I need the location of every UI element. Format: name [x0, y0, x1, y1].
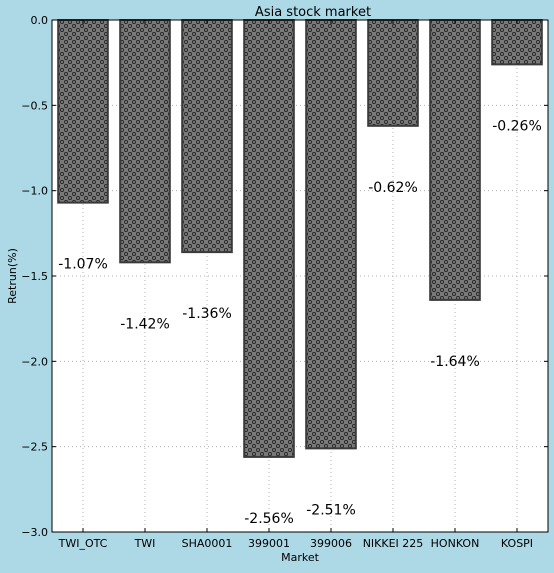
y-tick-label: −3.0 [21, 526, 48, 539]
x-tick-label: 399006 [310, 537, 352, 550]
bar-sha0001 [181, 19, 233, 254]
y-tick-label: −0.5 [21, 99, 48, 112]
data-label: -1.64% [430, 354, 480, 370]
bar-399006 [305, 19, 357, 450]
data-label: -0.62% [368, 180, 418, 196]
x-tick-label: TWI_OTC [58, 537, 108, 550]
data-label: -1.07% [58, 257, 108, 273]
x-axis-label: Market [281, 551, 319, 564]
grid-lines [52, 20, 548, 532]
x-tick-label: HONKON [431, 537, 480, 550]
y-axis-label: Retrun(%) [6, 248, 19, 304]
bars [57, 19, 543, 458]
data-label: -0.26% [492, 118, 542, 134]
bar-honkon [429, 19, 481, 301]
y-axis: 0.0 −0.5 −1.0 −1.5 −2.0 −2.5 −3.0 [21, 14, 548, 539]
chart-title: Asia stock market [255, 5, 371, 20]
y-tick-label: −2.0 [21, 355, 48, 368]
data-labels: -1.07% -1.42% -1.36% -2.56% -2.51% -0.62% -1.6… [58, 118, 542, 527]
plot-frame [51, 19, 549, 533]
data-label: -1.36% [182, 306, 232, 322]
bar-399001 [243, 19, 295, 458]
x-axis: TWI_OTC TWI SHA0001 399001 399006 NIKKEI 225 H… [58, 20, 533, 550]
bar-twi [119, 19, 171, 264]
y-tick-label: −1.5 [21, 270, 48, 283]
bar-twi-otc [57, 19, 109, 204]
y-tick-label: −1.0 [21, 185, 48, 198]
x-tick-label: SHA0001 [182, 537, 233, 550]
x-tick-label: TWI [134, 537, 156, 550]
y-tick-label: 0.0 [31, 14, 49, 27]
x-tick-label: KOSPI [501, 537, 533, 550]
bar-nikkei-225 [367, 19, 419, 127]
y-tick-label: −2.5 [21, 441, 48, 454]
data-label: -2.51% [306, 502, 356, 518]
x-tick-label: 399001 [248, 537, 290, 550]
data-label: -1.42% [120, 316, 170, 332]
bar-kospi [491, 19, 543, 66]
x-tick-label: NIKKEI 225 [363, 537, 424, 550]
data-label: -2.56% [244, 511, 294, 527]
